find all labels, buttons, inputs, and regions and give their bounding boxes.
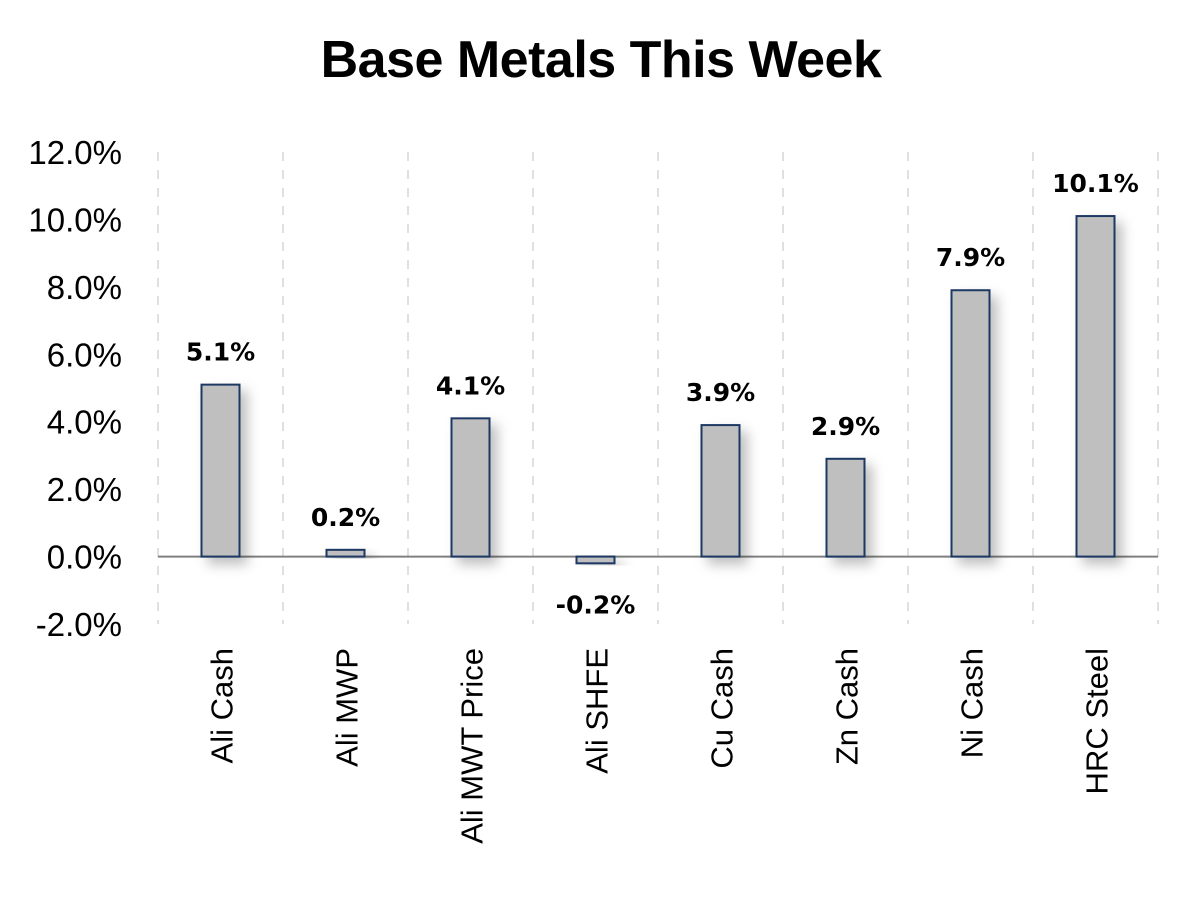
bar [950,289,991,558]
y-tick-label: 0.0% [47,539,122,576]
y-tick-label: 8.0% [47,269,122,306]
data-label: 3.9% [686,378,755,407]
bar [450,417,491,558]
bar [200,383,241,558]
data-label: 7.9% [936,243,1005,272]
data-label: 2.9% [811,412,880,441]
y-tick-label: 4.0% [47,404,122,441]
grid-lines [157,152,1159,624]
category-label: Ali MWT Price [455,648,490,844]
bar [825,457,866,558]
label-layer: 5.1% Ali Cash 0.2% Ali MWP 4.1% Ali MWT Price… [186,169,1139,844]
axis-layer: 12.0% 10.0% 8.0% 6.0% 4.0% 2.0% 0.0% -2.0% [28,134,1158,643]
y-tick-label: 6.0% [47,336,122,373]
data-label: 10.1% [1052,169,1139,198]
category-label: HRC Steel [1080,648,1115,794]
y-tick-label: 2.0% [47,471,122,508]
category-label: Ali SHFE [580,648,615,774]
data-label: -0.2% [556,590,636,619]
bar-layer [200,215,1116,565]
bar [1075,215,1116,558]
data-label: 0.2% [311,503,380,532]
category-label: Ni Cash [955,648,990,758]
bar [325,548,366,558]
category-label: Ali MWP [330,648,365,767]
bar [575,555,616,565]
chart-title: Base Metals This Week [320,31,882,89]
y-tick-label: 12.0% [28,134,122,171]
category-label: Zn Cash [830,648,865,765]
y-tick-label: 10.0% [28,201,122,238]
y-tick-label: -2.0% [36,606,122,643]
data-label: 5.1% [186,338,255,367]
category-label: Ali Cash [205,648,240,763]
data-label: 4.1% [436,371,505,400]
bar [700,424,741,558]
category-label: Cu Cash [705,648,740,769]
